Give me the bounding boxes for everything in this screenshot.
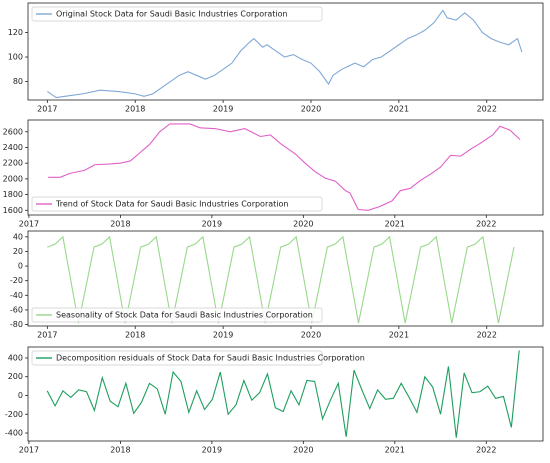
y-tick-label: 0 <box>18 262 23 271</box>
y-tick-label: 2600 <box>3 127 23 136</box>
axes-frame <box>27 230 544 327</box>
x-tick-label: 2019 <box>213 105 233 114</box>
legend-box <box>31 350 323 366</box>
legend-label: Seasonality of Stock Data for Saudi Basi… <box>56 311 313 320</box>
y-tick-label: 1800 <box>3 190 23 199</box>
y-tick-label: 200 <box>8 372 23 381</box>
x-tick-label: 2020 <box>301 331 321 340</box>
plot-area <box>46 350 520 438</box>
x-tick-label: 2018 <box>125 331 145 340</box>
data-line <box>46 350 520 438</box>
x-tick-label: 2019 <box>213 331 233 340</box>
data-line <box>47 235 515 324</box>
x-tick-label: 2019 <box>202 446 222 455</box>
x-tick-label: 2018 <box>125 105 145 114</box>
legend-box <box>31 196 323 212</box>
x-tick-label: 2021 <box>385 446 405 455</box>
x-tick-label: 2019 <box>202 220 222 229</box>
x-tick-label: 2021 <box>389 331 409 340</box>
legend-label: Original Stock Data for Saudi Basic Indu… <box>56 10 288 19</box>
y-tick-label: 40 <box>13 232 23 241</box>
legend-label: Decomposition residuals of Stock Data fo… <box>56 354 365 363</box>
x-tick-label: 2018 <box>110 220 130 229</box>
subplot: 2017 2018 2019 2020 2021 2022 1600 1800 2000 2200… <box>3 119 544 229</box>
y-tick-label: 120 <box>8 28 23 37</box>
legend-label: Trend of Stock Data for Saudi Basic Indu… <box>55 200 288 209</box>
y-tick-label: 100 <box>8 53 23 62</box>
y-tick-label: 80 <box>13 77 23 86</box>
legend-box <box>31 307 323 323</box>
x-tick-label: 2022 <box>477 331 497 340</box>
x-tick-label: 2020 <box>301 105 321 114</box>
y-tick-label: -80 <box>10 320 23 329</box>
plot-area <box>48 123 521 211</box>
subplot: 2017 2018 2019 2020 2021 2022 -400 -200 0 200 400 D… <box>5 346 544 455</box>
y-tick-label: 0 <box>18 391 23 400</box>
data-line <box>47 9 523 99</box>
x-tick-label: 2021 <box>389 105 409 114</box>
y-tick-label: -200 <box>5 410 23 419</box>
axes-frame <box>27 2 544 101</box>
y-tick-label: 2200 <box>3 159 23 168</box>
x-tick-label: 2018 <box>110 446 130 455</box>
x-tick-label: 2017 <box>19 220 39 229</box>
x-tick-label: 2021 <box>385 220 405 229</box>
x-tick-label: 2017 <box>19 446 39 455</box>
y-tick-label: -60 <box>10 305 23 314</box>
axes-frame <box>27 119 544 216</box>
plot-area <box>47 235 515 324</box>
y-tick-label: -40 <box>10 291 23 300</box>
y-tick-label: 2000 <box>3 174 23 183</box>
subplot: 2017 2018 2019 2020 2021 2022 -80 -60 -40 -20 0 20 4… <box>10 230 544 340</box>
y-tick-label: 20 <box>13 247 23 256</box>
plot-area <box>47 9 523 99</box>
x-tick-label: 2022 <box>476 220 496 229</box>
y-tick-label: 400 <box>8 353 23 362</box>
y-tick-label: -400 <box>5 429 23 438</box>
legend-box <box>31 6 323 22</box>
axes-frame <box>27 346 544 442</box>
x-tick-label: 2020 <box>293 220 313 229</box>
x-tick-label: 2017 <box>37 331 57 340</box>
x-tick-label: 2017 <box>37 105 57 114</box>
data-line <box>48 123 521 211</box>
subplot: 2017 2018 2019 2020 2021 2022 80 100 120 Original… <box>8 2 544 114</box>
y-tick-label: 2400 <box>3 143 23 152</box>
y-tick-label: -20 <box>10 276 23 285</box>
x-tick-label: 2020 <box>293 446 313 455</box>
x-tick-label: 2022 <box>476 446 496 455</box>
y-tick-label: 1600 <box>3 206 23 215</box>
x-tick-label: 2022 <box>477 105 497 114</box>
